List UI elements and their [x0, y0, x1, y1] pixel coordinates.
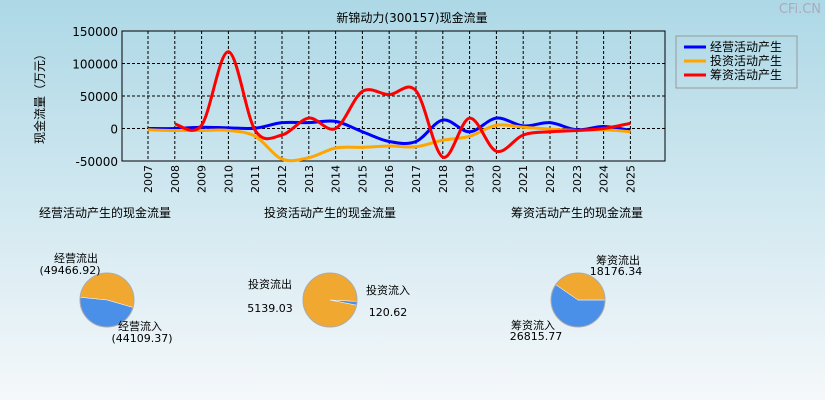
- pie-out-label: 经营流出: [54, 251, 98, 265]
- pie-out-value: 5139.03: [247, 302, 293, 315]
- x-tick-label: 2014: [330, 165, 343, 193]
- x-tick-label: 2021: [517, 165, 530, 193]
- y-axis-label: 现金流量（万元）: [32, 48, 47, 144]
- y-tick-label: 50000: [80, 90, 118, 104]
- x-tick-label: 2011: [249, 165, 262, 193]
- pie-out-value: (49466.92): [39, 264, 100, 277]
- pie-outline: [302, 272, 358, 328]
- x-tick-label: 2020: [490, 165, 503, 193]
- legend-label: 筹资活动产生: [710, 68, 782, 82]
- pie-in-value: 120.62: [369, 306, 408, 319]
- legend-label: 经营活动产生: [710, 40, 782, 54]
- x-tick-label: 2025: [624, 165, 637, 193]
- x-tick-label: 2007: [142, 165, 155, 193]
- x-tick-label: 2009: [196, 165, 209, 193]
- x-tick-label: 2017: [410, 165, 423, 193]
- y-tick-label: 150000: [72, 25, 118, 39]
- pie-title: 投资活动产生的现金流量: [264, 205, 396, 220]
- x-tick-label: 2018: [437, 165, 450, 193]
- x-tick-label: 2024: [598, 165, 611, 193]
- pie-outline: [550, 272, 606, 328]
- pie-in-label: 经营流入: [118, 319, 162, 333]
- x-tick-label: 2010: [222, 165, 235, 193]
- series-line-2: [174, 50, 631, 159]
- pie-title: 经营活动产生的现金流量: [39, 205, 171, 220]
- x-tick-label: 2019: [464, 165, 477, 193]
- pie-in-label: 投资流入: [366, 283, 410, 297]
- y-tick-label: 100000: [72, 58, 118, 72]
- x-tick-label: 2015: [356, 165, 369, 193]
- pie-out-label: 投资流出: [248, 277, 292, 291]
- pie-title: 筹资活动产生的现金流量: [511, 205, 643, 220]
- pie-in-label: 筹资流入: [511, 318, 555, 332]
- x-tick-label: 2023: [571, 165, 584, 193]
- legend: [675, 35, 798, 89]
- x-tick-label: 2016: [383, 165, 396, 193]
- legend-label: 投资活动产生: [710, 53, 782, 68]
- pie-in-value: 26815.77: [510, 330, 563, 343]
- pie-outline: [79, 272, 135, 328]
- x-tick-label: 2012: [276, 165, 289, 193]
- y-tick-label: -50000: [75, 155, 118, 169]
- pie-out-value: 18176.34: [590, 265, 643, 278]
- watermark: CFi.CN: [778, 2, 821, 17]
- chart-title: 新锦动力(300157)现金流量: [336, 10, 487, 25]
- y-tick-label: 0: [110, 123, 118, 137]
- x-tick-label: 2013: [303, 165, 316, 193]
- pie-out-label: 筹资流出: [596, 253, 640, 267]
- pie-in-value: (44109.37): [111, 332, 172, 345]
- x-tick-label: 2022: [544, 165, 557, 193]
- x-tick-label: 2008: [169, 165, 182, 193]
